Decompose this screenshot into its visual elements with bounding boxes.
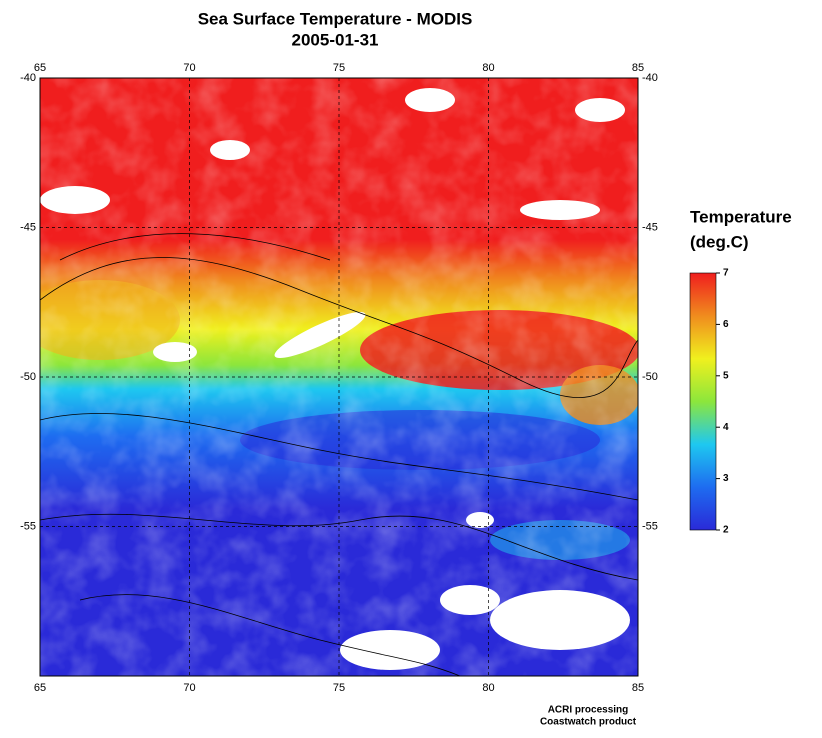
colorbar-tick-label: 7 — [723, 268, 729, 279]
x-tick-label: 75 — [333, 62, 345, 74]
y-tick-label: -50 — [20, 371, 36, 383]
y-tick-label: -55 — [20, 520, 36, 532]
x-tick-label: 85 — [632, 682, 644, 694]
y-tick-label: -55 — [642, 520, 658, 532]
y-tick-label: -45 — [642, 221, 658, 233]
colorbar — [689, 272, 717, 531]
colorbar-title: (deg.C) — [690, 232, 749, 251]
x-tick-label: 75 — [333, 682, 345, 694]
bathymetry-contours — [40, 233, 638, 676]
x-tick-label: 80 — [482, 62, 494, 74]
y-tick-label: -40 — [642, 72, 658, 84]
y-tick-label: -40 — [20, 72, 36, 84]
title: Sea Surface Temperature - MODIS — [198, 9, 473, 28]
colorbar-tick-label: 6 — [723, 319, 729, 330]
x-tick-label: 80 — [482, 682, 494, 694]
footer: Coastwatch product — [540, 717, 637, 728]
colorbar-tick-label: 5 — [723, 370, 729, 381]
cloud-texture — [40, 78, 638, 676]
colorbar-tick-label: 4 — [723, 422, 729, 433]
x-tick-label: 65 — [34, 682, 46, 694]
x-tick-label: 70 — [183, 682, 195, 694]
x-tick-label: 85 — [632, 62, 644, 74]
footer: ACRI processing — [548, 705, 629, 716]
y-tick-label: -50 — [642, 371, 658, 383]
y-tick-label: -45 — [20, 221, 36, 233]
subtitle: 2005-01-31 — [292, 30, 379, 49]
colorbar-tick-label: 2 — [723, 525, 729, 536]
clouds — [40, 88, 630, 670]
x-tick-label: 65 — [34, 62, 46, 74]
colorbar-title: Temperature — [690, 207, 792, 226]
x-tick-label: 70 — [183, 62, 195, 74]
colorbar-tick-label: 3 — [723, 473, 729, 484]
